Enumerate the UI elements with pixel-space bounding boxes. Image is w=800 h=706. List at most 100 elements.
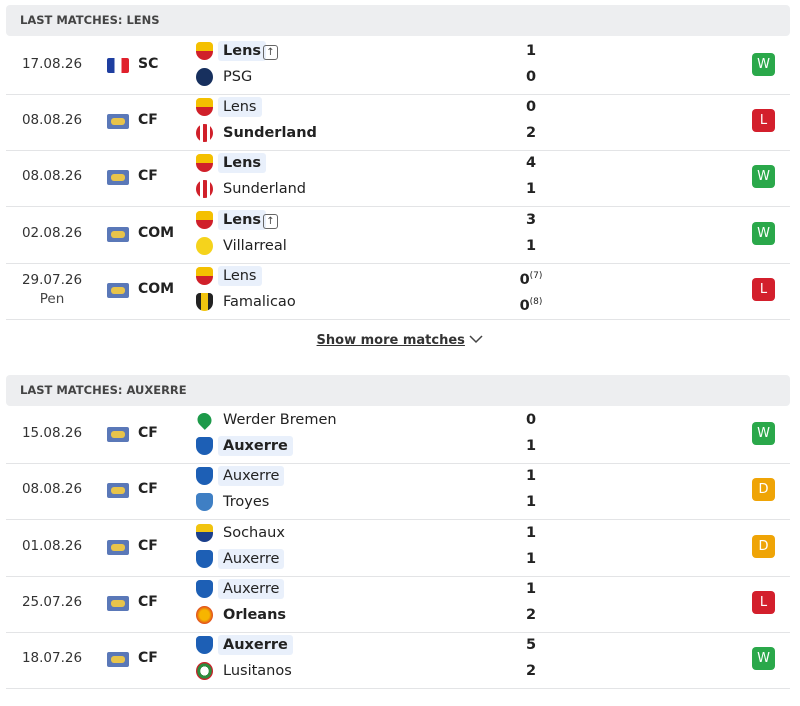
logo — [196, 606, 213, 624]
match-row[interactable]: 25.07.26 CF Auxerre Orleans 1 2 L — [6, 576, 790, 633]
match-row[interactable]: 17.08.26 SC Lens ↑ PSG 1 0 W — [6, 38, 790, 95]
result: L — [752, 591, 775, 614]
team: Auxerre — [218, 436, 293, 456]
section-header: LAST MATCHES: AUXERRE — [6, 375, 790, 406]
icon: ↑ — [263, 214, 278, 229]
chevron — [469, 335, 483, 344]
flag — [107, 596, 129, 611]
team: Lens — [218, 266, 262, 286]
team: Orleans — [223, 607, 287, 623]
score: 1 — [525, 581, 537, 597]
match-row[interactable]: 29.07.26 Pen COM Lens Famalicao 0(7) 0(8)… — [6, 263, 790, 320]
flag — [107, 227, 129, 242]
result: W — [752, 647, 775, 670]
penalties: (8) — [529, 297, 543, 307]
score-value: 0 — [519, 297, 530, 314]
logo — [196, 293, 213, 311]
logo — [196, 550, 213, 568]
date: 08.08.26 — [21, 168, 83, 184]
score: 3 — [525, 212, 537, 228]
date: 17.08.26 — [21, 56, 83, 72]
score: 2 — [525, 125, 537, 141]
score: 1 — [525, 43, 537, 59]
logo — [196, 154, 213, 172]
result: L — [752, 278, 775, 301]
result: L — [752, 109, 775, 132]
logo — [196, 237, 213, 255]
competition: SC — [138, 56, 159, 72]
logo — [196, 180, 213, 198]
note: Pen — [39, 291, 65, 307]
section-header: LAST MATCHES: LENS — [6, 5, 790, 36]
team: Auxerre — [218, 579, 285, 599]
logo — [196, 636, 213, 654]
score: 1 — [525, 238, 537, 254]
competition: CF — [138, 481, 158, 497]
logo — [196, 580, 213, 598]
logo — [196, 211, 213, 229]
flag — [107, 283, 129, 298]
result: W — [752, 53, 775, 76]
match-row[interactable]: 08.08.26 CF Auxerre Troyes 1 1 D — [6, 463, 790, 520]
icon: ↑ — [263, 45, 278, 60]
team: Sunderland — [223, 125, 317, 141]
logo — [196, 267, 213, 285]
date: 18.07.26 — [21, 650, 83, 666]
team: Troyes — [223, 494, 270, 510]
team: Werder Bremen — [223, 412, 337, 428]
score: 0(8) — [516, 292, 546, 316]
date: 25.07.26 — [21, 594, 83, 610]
match-row[interactable]: 18.07.26 CF Auxerre Lusitanos 5 2 W — [6, 632, 790, 689]
match-row[interactable]: 01.08.26 CF Sochaux Auxerre 1 1 D — [6, 520, 790, 577]
score: 1 — [525, 468, 537, 484]
show-more[interactable]: Show more matches — [0, 333, 800, 348]
score: 1 — [525, 438, 537, 454]
match-row[interactable]: 08.08.26 CF Lens Sunderland 4 1 W — [6, 150, 790, 207]
team: PSG — [223, 69, 253, 85]
result: D — [752, 478, 775, 501]
logo — [194, 410, 215, 430]
logo — [196, 662, 213, 680]
logo — [196, 68, 213, 86]
logo — [196, 467, 213, 485]
competition: CF — [138, 168, 158, 184]
competition: COM — [138, 281, 175, 297]
competition: CF — [138, 425, 158, 441]
flag — [107, 58, 129, 73]
score: 0 — [525, 69, 537, 85]
score: 4 — [525, 155, 537, 171]
result: W — [752, 165, 775, 188]
competition: CF — [138, 650, 158, 666]
score: 1 — [525, 494, 537, 510]
date: 15.08.26 — [21, 425, 83, 441]
flag — [107, 170, 129, 185]
score: 0(7) — [516, 266, 546, 290]
penalties: (7) — [529, 271, 543, 281]
date: 29.07.26 — [21, 272, 83, 288]
flag — [107, 427, 129, 442]
show-more-text[interactable]: Show more matches — [316, 333, 465, 348]
result: W — [752, 222, 775, 245]
flag — [107, 114, 129, 129]
score: 1 — [525, 525, 537, 541]
competition: CF — [138, 594, 158, 610]
score: 1 — [525, 551, 537, 567]
match-row[interactable]: 15.08.26 CF Werder Bremen Auxerre 0 1 W — [6, 407, 790, 464]
team: Lens — [218, 210, 267, 230]
competition: COM — [138, 225, 175, 241]
match-row[interactable]: 08.08.26 CF Lens Sunderland 0 2 L — [6, 94, 790, 151]
score-value: 0 — [519, 271, 530, 288]
score: 0 — [525, 412, 537, 428]
logo — [196, 42, 213, 60]
logo — [196, 98, 213, 116]
team: Lens — [218, 153, 267, 173]
date: 01.08.26 — [21, 538, 83, 554]
team: Auxerre — [218, 635, 293, 655]
match-row[interactable]: 02.08.26 COM Lens ↑ Villarreal 3 1 W — [6, 207, 790, 264]
flag — [107, 483, 129, 498]
flag — [107, 652, 129, 667]
flag — [107, 540, 129, 555]
score: 2 — [525, 663, 537, 679]
logo — [196, 524, 213, 542]
